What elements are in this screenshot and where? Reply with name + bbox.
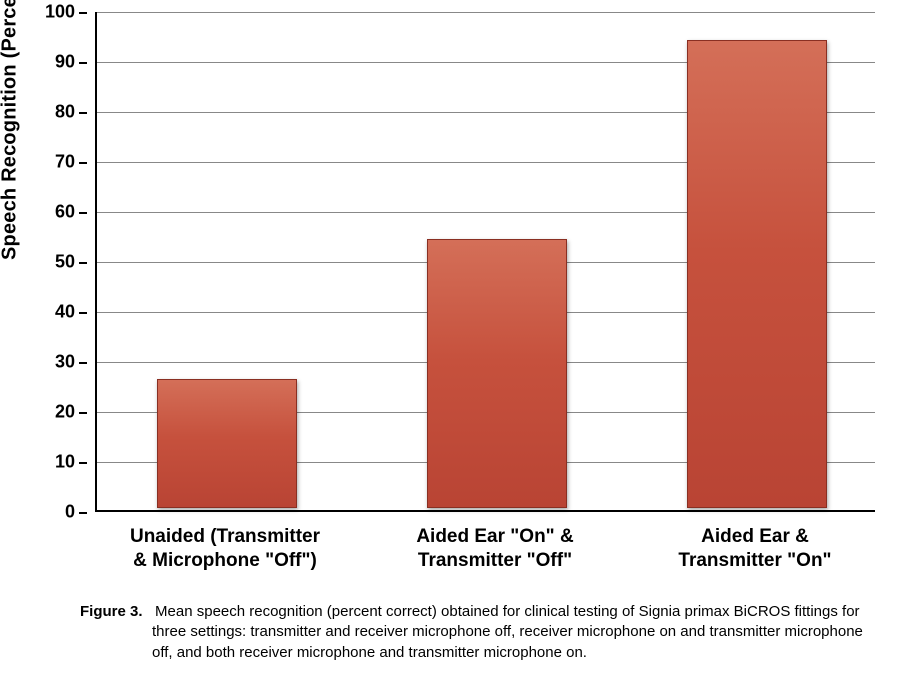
y-axis-title: Speech Recognition (Percent Correct) — [0, 0, 22, 260]
y-tick-label: 10 — [55, 452, 75, 473]
x-axis-label: Aided Ear "On" & Transmitter "Off" — [375, 525, 615, 574]
y-tick-mark — [79, 312, 87, 314]
x-axis-label: Aided Ear & Transmitter "On" — [635, 525, 875, 574]
y-tick-mark — [79, 412, 87, 414]
y-tick-label: 30 — [55, 352, 75, 373]
y-tick-mark — [79, 12, 87, 14]
y-tick-label: 100 — [45, 2, 75, 23]
y-tick-mark — [79, 262, 87, 264]
y-tick-label: 80 — [55, 102, 75, 123]
plot-region: 0102030405060708090100 — [95, 12, 875, 512]
y-tick-label: 50 — [55, 252, 75, 273]
y-tick-label: 40 — [55, 302, 75, 323]
bar — [427, 239, 567, 508]
x-axis-label: Unaided (Transmitter & Microphone "Off") — [105, 525, 345, 574]
y-tick-mark — [79, 62, 87, 64]
y-tick-mark — [79, 462, 87, 464]
figure-caption: Figure 3. Mean speech recognition (perce… — [80, 602, 870, 663]
y-tick-mark — [79, 112, 87, 114]
y-tick-label: 90 — [55, 52, 75, 73]
y-tick-label: 0 — [65, 502, 75, 523]
y-tick-mark — [79, 212, 87, 214]
bar — [687, 40, 827, 508]
y-tick-label: 60 — [55, 202, 75, 223]
y-tick-label: 20 — [55, 402, 75, 423]
caption-text: Mean speech recognition (percent correct… — [152, 603, 863, 661]
grid-line — [97, 12, 875, 13]
figure-container: Speech Recognition (Percent Correct) 010… — [0, 0, 900, 693]
y-tick-mark — [79, 162, 87, 164]
y-tick-mark — [79, 512, 87, 514]
bar — [157, 379, 297, 508]
y-tick-mark — [79, 362, 87, 364]
caption-lead: Figure 3. — [80, 603, 143, 620]
y-tick-label: 70 — [55, 152, 75, 173]
chart-area: 0102030405060708090100 — [95, 12, 875, 512]
